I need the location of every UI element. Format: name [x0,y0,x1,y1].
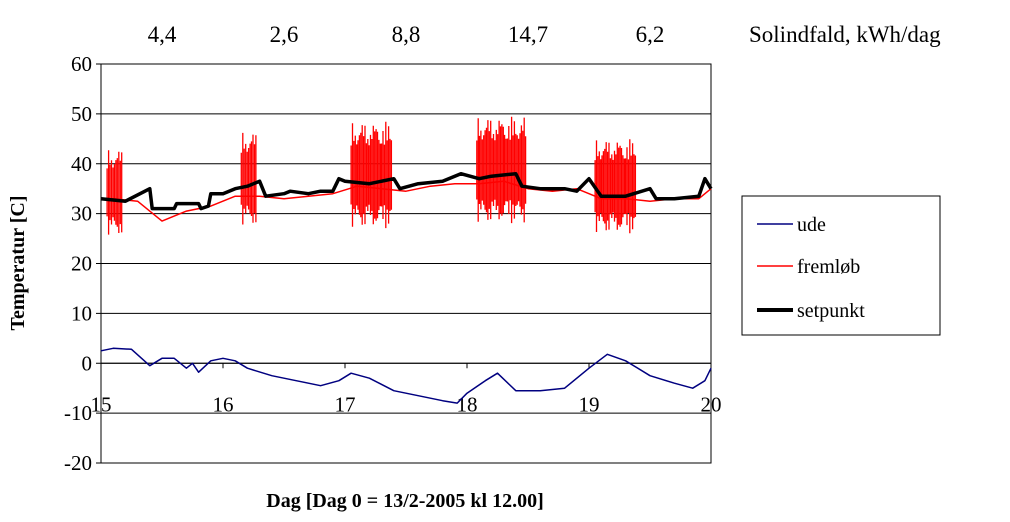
x-tick-label: 20 [701,392,722,416]
y-tick-label: 50 [71,102,92,126]
y-tick-label: 30 [71,202,92,226]
y-tick-label: 10 [71,301,92,325]
y-tick-label: 40 [71,152,92,176]
y-tick-labels: 60 50 40 30 20 10 0 -10 -20 [64,52,92,475]
sun-label: Solindfald, kWh/dag [749,22,941,47]
y-tick-label: 60 [71,52,92,76]
x-tick-label: 17 [335,392,356,416]
series-line-ude [100,347,712,404]
sun-value: 2,6 [270,22,299,47]
x-tick-label: 18 [457,392,478,416]
sun-value: 8,8 [392,22,421,47]
sun-value: 4,4 [148,22,177,47]
fremlob-oscillation [240,132,257,225]
y-axis-title: Temperatur [C] [7,196,29,331]
top-annotation: 4,4 2,6 8,8 14,7 6,2 [148,22,665,47]
legend: ude fremløb setpunkt [741,195,941,336]
series-layer [100,116,713,404]
fremlob-oscillation [350,121,393,229]
x-tick-labels: 15 16 17 18 19 20 [91,392,722,416]
x-tick-label: 19 [579,392,600,416]
x-axis-title: Dag [Dag 0 = 13/2-2005 kl 12.00] [266,490,544,512]
x-tick-label: 16 [213,392,234,416]
y-tick-label: 20 [71,252,92,276]
fremlob-oscillation [476,116,527,224]
fremlob-oscillation [106,150,123,235]
legend-label-fremlob: fremløb [797,256,860,278]
series-line-fremløb [101,180,712,222]
legend-label-setpunkt: setpunkt [797,300,865,322]
sun-value: 6,2 [636,22,665,47]
series-line-setpunkt [100,171,713,211]
sun-value: 14,7 [508,22,548,47]
y-tick-label: 0 [82,351,93,375]
x-tick-label: 15 [91,392,112,416]
legend-label-ude: ude [797,214,826,236]
y-tick-label: -10 [64,401,92,425]
y-tick-label: -20 [64,451,92,475]
